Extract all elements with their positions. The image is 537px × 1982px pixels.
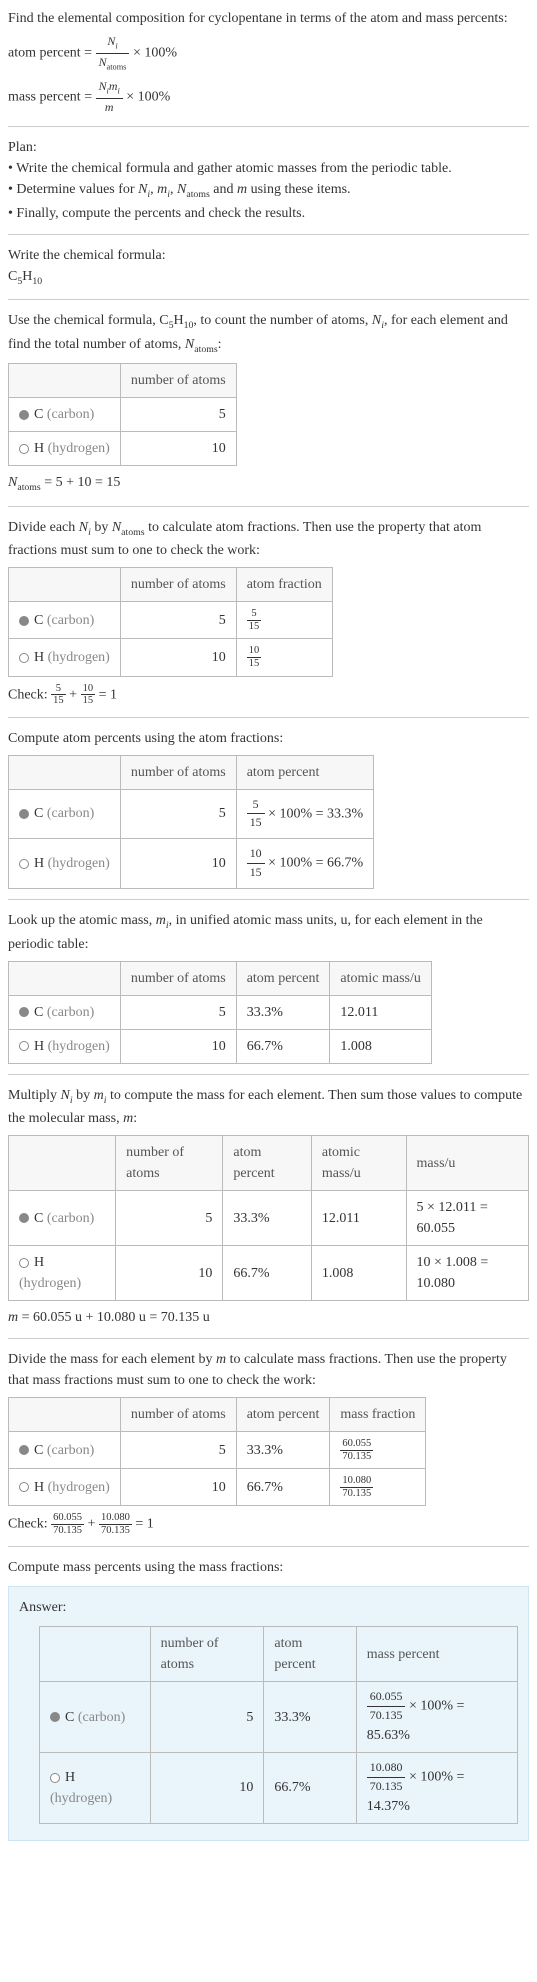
mass-table: number of atomsatom percentatomic mass/u… (8, 961, 432, 1064)
step-mass: Look up the atomic mass, mi, in unified … (8, 910, 529, 1063)
table-row: C (carbon) 5 (9, 398, 237, 432)
dot-icon (19, 1007, 29, 1017)
dot-icon (19, 809, 29, 819)
step-text: Multiply Ni by mi to compute the mass fo… (8, 1085, 529, 1129)
massfrac-table: number of atomsatom percentmass fraction… (8, 1397, 426, 1506)
table-row: H (hydrogen) 10 66.7% 1.008 10 × 1.008 =… (9, 1246, 529, 1301)
step-masspct: Compute mass percents using the mass fra… (8, 1557, 529, 1578)
divider (8, 1074, 529, 1075)
divider (8, 1338, 529, 1339)
atom-percent-formula: atom percent = Ni Natoms × 100% (8, 33, 529, 74)
dot-icon (19, 653, 29, 663)
dot-icon (19, 1213, 29, 1223)
chemical-formula: C5H10 (8, 266, 529, 289)
dot-icon (19, 410, 29, 420)
step-text: Compute atom percents using the atom fra… (8, 728, 529, 749)
dot-icon (50, 1712, 60, 1722)
divider (8, 234, 529, 235)
table-row: C (carbon) 5 515 × 100% = 33.3% (9, 789, 374, 839)
step-count: Use the chemical formula, C5H10, to coun… (8, 310, 529, 495)
plan-item: • Write the chemical formula and gather … (8, 158, 529, 179)
step-text: Use the chemical formula, C5H10, to coun… (8, 310, 529, 357)
step-atomfrac: Divide each Ni by Natoms to calculate at… (8, 517, 529, 707)
step-formula: Write the chemical formula: C5H10 (8, 245, 529, 289)
step-atompct: Compute atom percents using the atom fra… (8, 728, 529, 889)
frac-ni-natoms: Ni Natoms (96, 33, 130, 74)
table-row: H (hydrogen) 10 (9, 432, 237, 466)
plan-item: • Determine values for Ni, mi, Natoms an… (8, 179, 529, 202)
answer-label: Answer: (19, 1597, 518, 1618)
plan-title: Plan: (8, 137, 529, 158)
table-row: C (carbon) 5 515 (9, 602, 333, 639)
step-text: Compute mass percents using the mass fra… (8, 1557, 529, 1578)
dot-icon (19, 1258, 29, 1268)
dot-icon (19, 859, 29, 869)
plan: Plan: • Write the chemical formula and g… (8, 137, 529, 223)
sum-line: Natoms = 5 + 10 = 15 (8, 472, 529, 495)
mass-percent-formula: mass percent = Nimi m × 100% (8, 78, 529, 117)
th-natoms: number of atoms (120, 364, 236, 398)
step-text: Look up the atomic mass, mi, in unified … (8, 910, 529, 954)
table-row: H (hydrogen) 10 66.7% 1.008 (9, 1029, 432, 1063)
step-molmass: Multiply Ni by mi to compute the mass fo… (8, 1085, 529, 1328)
check-line: Check: 60.05570.135 + 10.08070.135 = 1 (8, 1512, 529, 1536)
molmass-table: number of atomsatom percentatomic mass/u… (8, 1135, 529, 1301)
divider (8, 717, 529, 718)
divider (8, 506, 529, 507)
sum-line: m = 60.055 u + 10.080 u = 70.135 u (8, 1307, 529, 1328)
answer-table: number of atomsatom percentmass percent … (39, 1626, 518, 1823)
step-label: Write the chemical formula: (8, 245, 529, 266)
plan-item: • Finally, compute the percents and chec… (8, 203, 529, 224)
table-row: C (carbon) 5 33.3% 12.011 5 × 12.011 = 6… (9, 1191, 529, 1246)
dot-icon (19, 1482, 29, 1492)
step-text: Divide the mass for each element by m to… (8, 1349, 529, 1391)
th-empty (9, 364, 121, 398)
step-massfrac: Divide the mass for each element by m to… (8, 1349, 529, 1536)
intro: Find the elemental composition for cyclo… (8, 8, 529, 116)
answer-box: Answer: number of atomsatom percentmass … (8, 1586, 529, 1840)
intro-text: Find the elemental composition for cyclo… (8, 8, 529, 29)
step-text: Divide each Ni by Natoms to calculate at… (8, 517, 529, 561)
table-row: C (carbon) 5 33.3% 60.05570.135 (9, 1432, 426, 1469)
table-row: H (hydrogen) 10 66.7% 10.08070.135 (9, 1469, 426, 1506)
atompct-table: number of atomsatom percent C (carbon) 5… (8, 755, 374, 889)
table-row: C (carbon) 5 33.3% 12.011 (9, 995, 432, 1029)
divider (8, 126, 529, 127)
divider (8, 1546, 529, 1547)
table-row: H (hydrogen) 10 66.7% 10.08070.135 × 100… (40, 1753, 518, 1824)
table-row: C (carbon) 5 33.3% 60.05570.135 × 100% =… (40, 1682, 518, 1753)
dot-icon (19, 444, 29, 454)
dot-icon (19, 1445, 29, 1455)
dot-icon (50, 1773, 60, 1783)
table-row: H (hydrogen) 10 1015 (9, 639, 333, 676)
atomfrac-table: number of atomsatom fraction C (carbon) … (8, 567, 333, 676)
dot-icon (19, 1041, 29, 1051)
frac-nimi-m: Nimi m (96, 78, 123, 117)
table-row: H (hydrogen) 10 1015 × 100% = 66.7% (9, 839, 374, 889)
check-line: Check: 515 + 1015 = 1 (8, 683, 529, 707)
dot-icon (19, 616, 29, 626)
divider (8, 899, 529, 900)
divider (8, 299, 529, 300)
count-table: number of atoms C (carbon) 5 H (hydrogen… (8, 363, 237, 466)
